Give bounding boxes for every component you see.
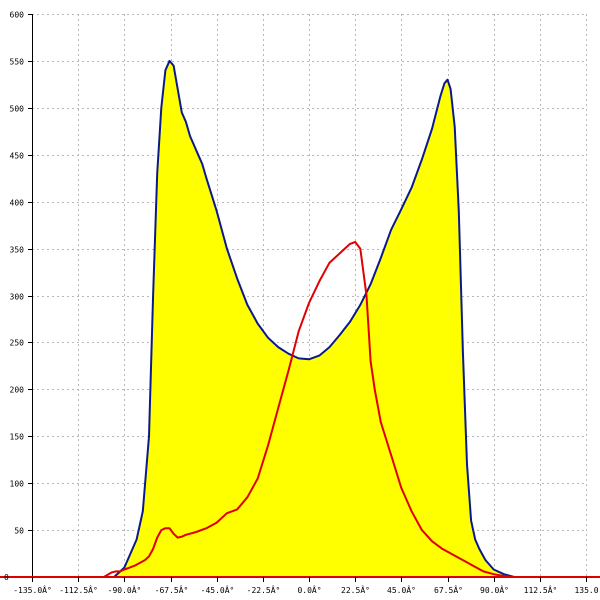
- series-0-line: [103, 59, 515, 578]
- x-tick-label: -90.0Â°: [108, 584, 142, 595]
- series-0-fill: [103, 60, 515, 577]
- y-tick-label: 500: [10, 105, 25, 114]
- y-tick-label: 250: [10, 339, 25, 348]
- x-tick-label: -135.0Â°: [13, 584, 52, 595]
- tick-labels: -135.0Â° -112.5Â° -90.0Â° -67.5Â° -45.0Â° -22…: [4, 11, 599, 596]
- y-tick-label: 150: [10, 433, 25, 442]
- y-tick-label: 450: [10, 152, 25, 161]
- x-tick-label: -67.5Â°: [155, 584, 189, 595]
- y-tick-label: 400: [10, 199, 25, 208]
- x-tick-label: -45.0Â°: [201, 584, 235, 595]
- series-1-line: [103, 241, 515, 578]
- y-tick-label: 550: [10, 58, 25, 67]
- y-tick-label: 100: [10, 480, 25, 489]
- y-tick-label: 300: [10, 293, 25, 302]
- x-tick-label: 90.0Â°: [480, 584, 509, 595]
- axes: [0, 14, 600, 582]
- x-tick-label: 45.0Â°: [387, 584, 416, 595]
- y-tick-label: 200: [10, 386, 25, 395]
- x-tick-label: -112.5Â°: [59, 584, 98, 595]
- x-tick-label: 22.5Â°: [341, 584, 370, 595]
- y-tick-label: 50: [14, 527, 24, 536]
- series-area: [103, 59, 515, 578]
- x-tick-label: 135.0: [574, 586, 598, 595]
- y-tick-label-zero: 0: [4, 573, 9, 582]
- x-tick-label: 67.5Â°: [434, 584, 463, 595]
- y-tick-label: 600: [10, 11, 25, 20]
- x-tick-label: 0.0Â°: [297, 584, 321, 595]
- x-tick-label: -22.5Â°: [247, 584, 281, 595]
- y-tick-label: 350: [10, 246, 25, 255]
- x-tick-label: 112.5Â°: [524, 584, 558, 595]
